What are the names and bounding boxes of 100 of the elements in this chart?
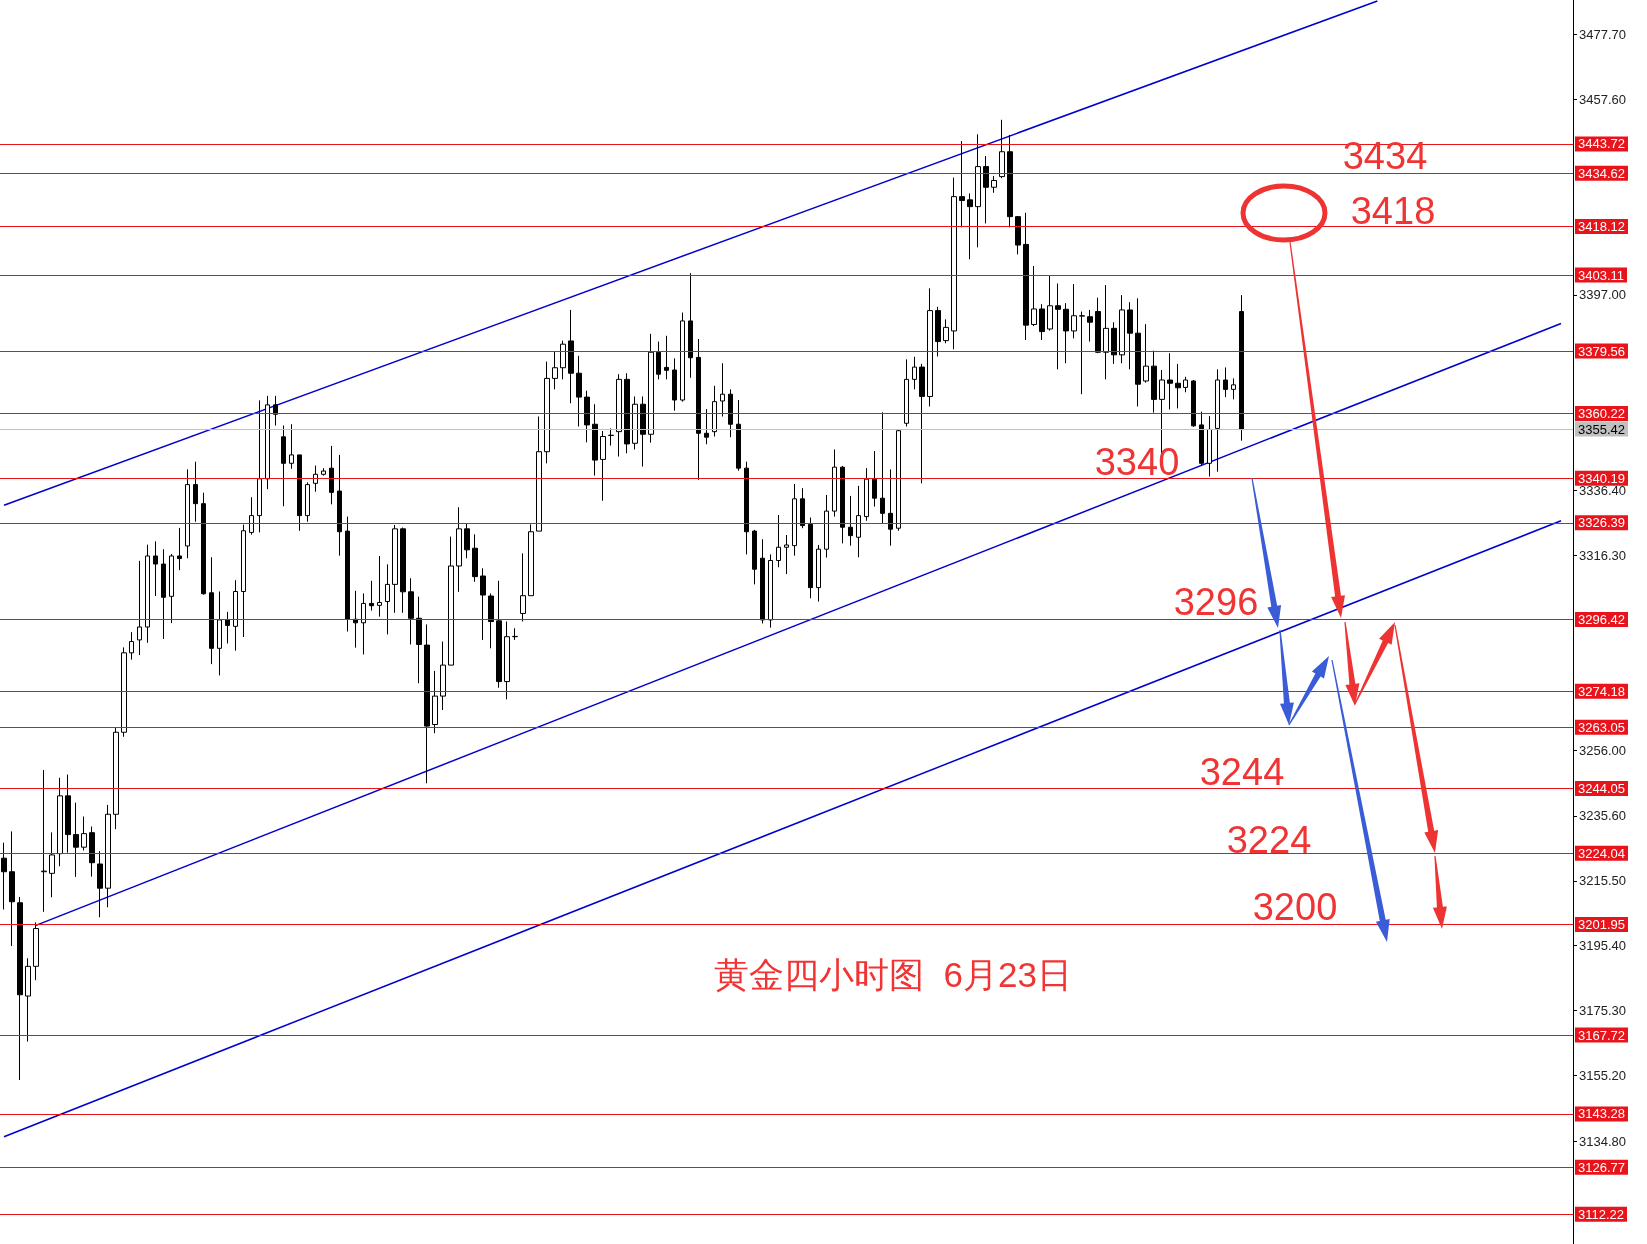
- candlestick: [81, 816, 87, 851]
- candlestick: [41, 769, 47, 913]
- candlestick: [640, 395, 646, 468]
- candlestick: [392, 524, 398, 614]
- y-tick-label: 3134.80: [1579, 1133, 1626, 1149]
- candlestick: [241, 524, 246, 638]
- ref-line-label: 3434.62: [1578, 165, 1625, 181]
- candlestick: [49, 831, 55, 898]
- candlestick: [680, 312, 685, 403]
- candlestick: [480, 567, 486, 641]
- candlestick: [345, 516, 350, 633]
- annotation: 3244: [1199, 751, 1285, 793]
- candlestick: [408, 577, 414, 645]
- y-tick-label: 3457.60: [1579, 91, 1626, 107]
- candlestick: [504, 621, 510, 700]
- ref-line-label: 3201.95: [1578, 917, 1625, 933]
- candlestick: [424, 623, 430, 784]
- candlestick: [321, 467, 326, 477]
- candlestick: [568, 309, 574, 404]
- candlestick: [57, 777, 63, 867]
- y-tick-label: 3195.40: [1579, 938, 1626, 954]
- candlestick: [281, 425, 286, 507]
- candlestick: [1031, 265, 1037, 327]
- ref-line-label: 3355.42: [1578, 421, 1625, 437]
- candlestick: [289, 423, 294, 470]
- candlestick: [1063, 302, 1069, 364]
- candlestick: [896, 428, 901, 532]
- candlestick: [89, 826, 95, 878]
- candlestick: [273, 395, 278, 427]
- candlestick: [1095, 297, 1101, 354]
- candlestick: [129, 631, 134, 661]
- candlestick: [448, 536, 454, 666]
- candlestick: [1007, 134, 1013, 228]
- candlestick: [576, 355, 582, 428]
- candlestick: [816, 544, 821, 602]
- candlestick: [592, 403, 598, 477]
- candlestick: [776, 514, 781, 568]
- candlestick: [249, 496, 254, 536]
- candlestick: [856, 485, 861, 558]
- candlestick: [313, 465, 318, 493]
- candlestick: [369, 580, 374, 612]
- candlestick: [800, 487, 805, 529]
- candlestick: [209, 556, 214, 665]
- y-tick-label: 3175.30: [1579, 1003, 1626, 1019]
- candlestick: [792, 483, 797, 557]
- ref-line-label: 3126.77: [1578, 1159, 1625, 1175]
- candlestick: [1183, 376, 1188, 393]
- candlestick: [864, 467, 869, 522]
- ref-line-label: 3143.28: [1578, 1106, 1625, 1122]
- candlestick: [935, 306, 941, 357]
- ref-line-label: 3326.39: [1578, 515, 1625, 531]
- candlestick: [97, 850, 103, 918]
- candlestick: [105, 804, 111, 908]
- candlestick: [9, 830, 15, 947]
- candlestick: [25, 957, 31, 1043]
- candlestick: [1135, 297, 1141, 407]
- candlestick: [760, 538, 765, 624]
- ref-line-label: 3360.22: [1578, 406, 1625, 422]
- ref-line-label: 3379.56: [1578, 343, 1625, 359]
- y-tick-label: 3397.00: [1579, 287, 1626, 303]
- candlestick: [616, 373, 622, 458]
- candlestick: [967, 192, 973, 260]
- candlestick: [169, 553, 174, 624]
- candlestick: [456, 506, 462, 593]
- candlestick: [696, 338, 701, 481]
- ref-line-label: 3274.18: [1578, 683, 1625, 699]
- candlestick: [440, 641, 446, 711]
- candlestick: [297, 454, 302, 532]
- candlestick: [361, 592, 366, 655]
- annotation: 3200: [1252, 886, 1338, 928]
- candlestick: [664, 335, 669, 380]
- candlestick: [512, 627, 518, 641]
- candlestick: [177, 527, 182, 571]
- candlestick: [1151, 350, 1157, 414]
- y-tick-label: 3215.50: [1579, 873, 1626, 889]
- candlestick: [1231, 377, 1236, 400]
- candlestick: [432, 670, 438, 734]
- candlestick: [464, 522, 470, 559]
- candlestick: [1175, 363, 1181, 409]
- candlestick: [1223, 366, 1228, 398]
- candlestick: [975, 133, 981, 248]
- annotation: 3340: [1094, 441, 1180, 483]
- candlestick: [488, 592, 494, 649]
- candlestick: [752, 529, 757, 585]
- candlestick: [265, 395, 270, 490]
- candlestick: [560, 340, 566, 380]
- candlestick: [337, 454, 342, 557]
- candlestick: [305, 481, 310, 523]
- candlestick: [353, 590, 358, 649]
- candlestick: [1, 842, 7, 911]
- candlestick: [672, 357, 677, 412]
- candlestick: [991, 175, 997, 194]
- candlestick: [808, 517, 813, 599]
- candlestick: [888, 468, 893, 547]
- candlestick: [496, 580, 502, 689]
- y-tick-label: 3235.60: [1579, 808, 1626, 824]
- candlestick: [33, 921, 39, 981]
- candlestick: [1143, 323, 1149, 384]
- annotation: 3224: [1226, 819, 1312, 861]
- ref-line-label: 3224.04: [1578, 845, 1625, 861]
